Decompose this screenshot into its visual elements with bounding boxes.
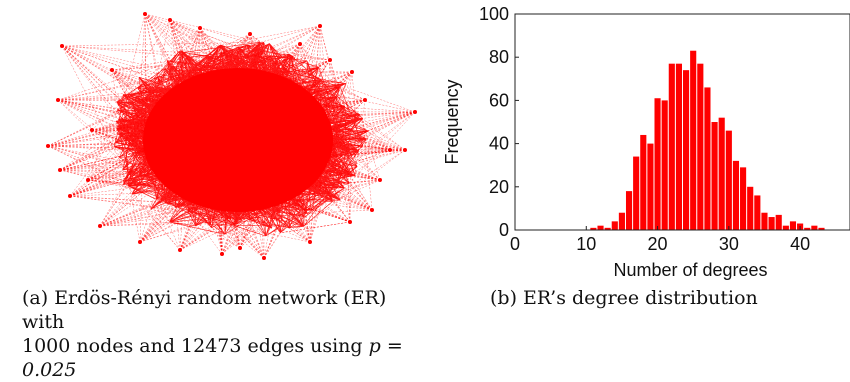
histogram-bar (711, 122, 718, 230)
network-node (388, 148, 392, 152)
y-tick-label: 40 (489, 134, 509, 154)
histogram-bar (804, 227, 811, 230)
x-tick-label: 20 (648, 234, 668, 254)
network-node (350, 70, 354, 74)
histogram-bar (683, 70, 690, 230)
network-node (138, 240, 142, 244)
caption-network: (a) Erdös-Rényi random network (ER) with… (22, 286, 422, 382)
network-node (46, 144, 50, 148)
y-axis-label: Frequency (442, 79, 462, 164)
histogram-bar (754, 195, 761, 230)
x-tick-label: 40 (790, 234, 810, 254)
histogram-bar (675, 63, 682, 231)
histogram-bar (740, 167, 747, 230)
histogram-bar (611, 221, 618, 230)
axis-ticks: 0 10 20 30 40 0 20 40 60 80 100 (479, 4, 810, 254)
network-node (248, 32, 252, 36)
caption-network-line2: 1000 nodes and 12473 edges using p = 0.0… (22, 334, 422, 382)
histogram-bar (697, 63, 704, 231)
y-tick-label: 20 (489, 177, 509, 197)
network-node (308, 240, 312, 244)
histogram-bar (768, 217, 775, 230)
network-node (220, 252, 224, 256)
histogram-bar (690, 50, 697, 230)
network-node (370, 208, 374, 212)
histogram-bar (668, 63, 675, 231)
network-node (143, 12, 147, 16)
network-node (56, 98, 60, 102)
histogram-bar (647, 143, 654, 230)
histogram-bar (789, 221, 797, 230)
network-node (68, 194, 72, 198)
network-node (86, 178, 90, 182)
y-tick-label: 0 (499, 220, 509, 240)
network-node (363, 98, 367, 102)
degree-histogram: 0 10 20 30 40 0 20 40 60 80 100 Frequency Number o… (430, 0, 850, 290)
network-node (58, 168, 62, 172)
caption-network-line2-text: 1000 nodes and 12473 edges using (22, 335, 369, 357)
network-node (168, 18, 172, 22)
network-node (403, 148, 407, 152)
x-tick-label: 0 (510, 234, 520, 254)
histogram-bar (761, 212, 768, 230)
histogram-bar (782, 225, 789, 230)
histogram-bar (654, 98, 661, 231)
network-node (262, 256, 266, 260)
histogram-bar (661, 100, 668, 231)
histogram-bar (704, 87, 711, 230)
histogram-bar (811, 225, 818, 230)
caption-network-line1: (a) Erdös-Rényi random network (ER) with (22, 287, 387, 333)
histogram-bar (597, 225, 604, 230)
y-tick-label: 60 (489, 90, 509, 110)
histogram-bar (590, 227, 597, 230)
network-node (318, 24, 322, 28)
network-node (378, 178, 382, 182)
network-figure (0, 0, 440, 275)
network-node (413, 110, 417, 114)
histogram-bar (604, 227, 611, 230)
network-node (60, 44, 64, 48)
histogram-bar (818, 227, 825, 230)
network-outer-edges (47, 13, 416, 259)
network-node (198, 26, 202, 30)
histogram-bar (640, 134, 647, 230)
network-graph (46, 12, 417, 260)
histogram-bar (725, 130, 732, 230)
network-node (328, 58, 332, 62)
network-node (98, 224, 102, 228)
histogram-bar (633, 156, 640, 230)
network-node (238, 246, 242, 250)
y-tick-label: 100 (479, 4, 509, 24)
histogram-bars (590, 50, 825, 231)
network-node (110, 68, 114, 72)
network-node (178, 248, 182, 252)
x-tick-label: 30 (719, 234, 739, 254)
histogram-bar (718, 117, 725, 230)
histogram-bar (747, 186, 754, 230)
y-tick-label: 80 (489, 47, 509, 67)
x-tick-label: 10 (576, 234, 596, 254)
caption-histogram: (b) ER’s degree distribution (490, 287, 758, 309)
histogram-bar (732, 160, 740, 230)
histogram-bar (618, 212, 625, 230)
network-node (348, 220, 352, 224)
network-node (90, 128, 94, 132)
histogram-bar (625, 191, 633, 230)
plot-frame (514, 13, 850, 231)
x-axis-label: Number of degrees (613, 260, 767, 280)
network-node (298, 42, 302, 46)
histogram-bar (775, 214, 782, 230)
